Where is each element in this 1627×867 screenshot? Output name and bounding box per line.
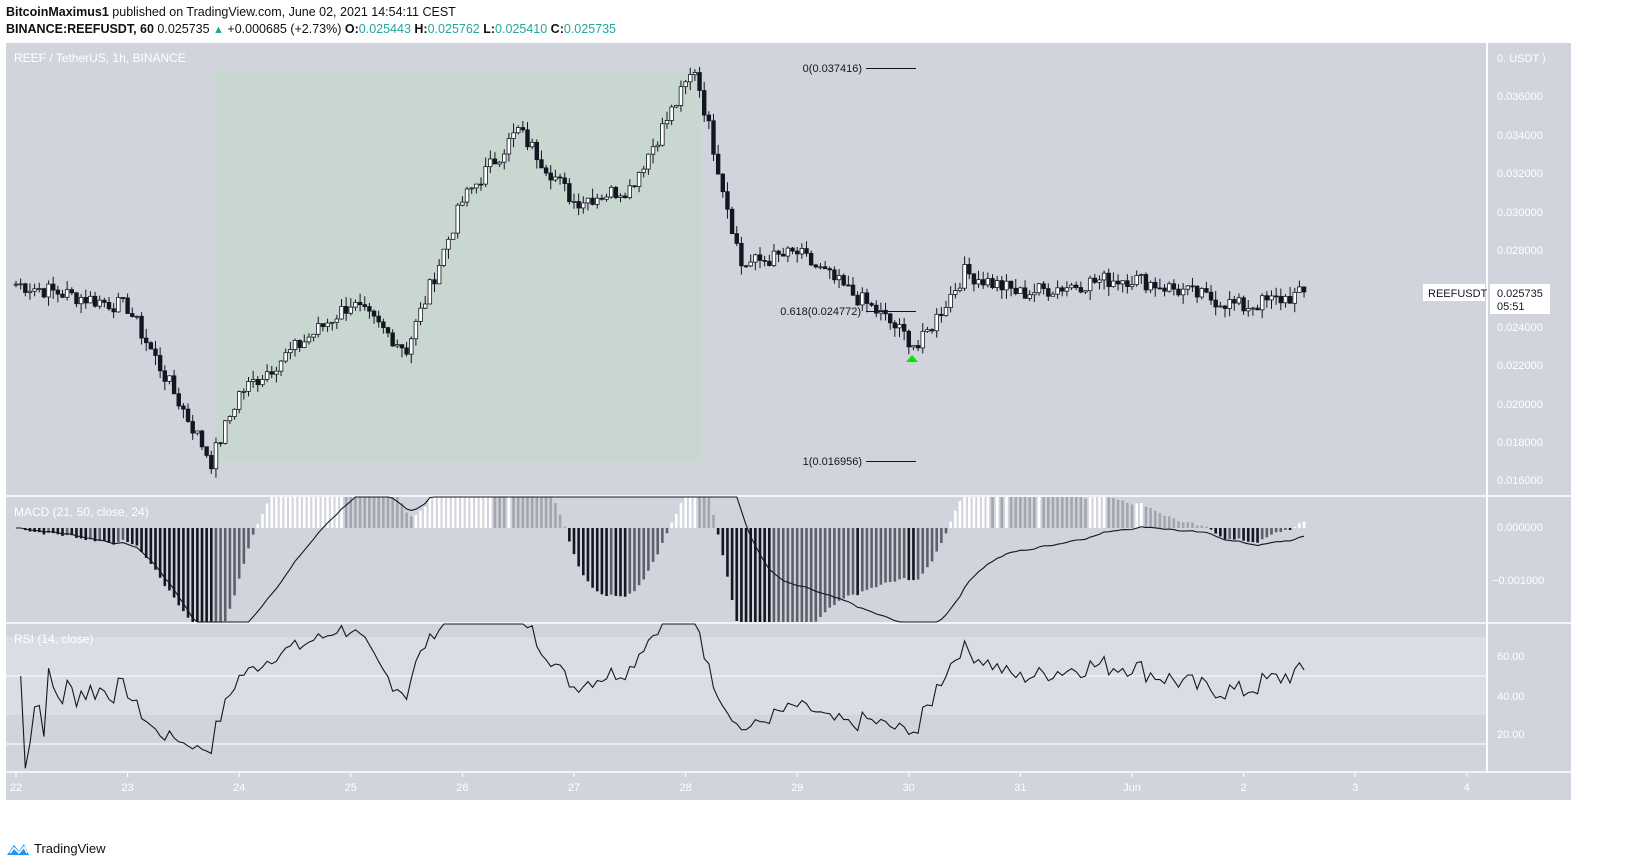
price-axis[interactable] xyxy=(1488,43,1571,800)
time-axis-labels: 22 23 24 25 26 27 28 29 30 31 Jun 2 3 4 xyxy=(10,773,1470,794)
fib-level-0: 0(0.037416) xyxy=(803,63,862,75)
time-label: 3 xyxy=(1352,782,1358,794)
rsi-line xyxy=(20,623,1305,769)
highlight-box[interactable] xyxy=(214,70,701,461)
buy-signal-marker-icon xyxy=(906,355,918,362)
time-axis[interactable] xyxy=(6,773,1571,800)
time-label: 30 xyxy=(903,782,915,794)
time-label: 24 xyxy=(233,782,245,794)
axis-unit[interactable]: 0. USDT ⟩ xyxy=(1497,53,1546,65)
rsi-title: RSI (14, close) xyxy=(14,632,93,646)
close-value: 0.025735 xyxy=(563,22,617,36)
bar-countdown: 05:51 xyxy=(1497,301,1525,313)
low-label: L: xyxy=(483,22,496,36)
chart-canvas[interactable]: 0(0.037416) 0.618(0.024772) 1(0.016956) … xyxy=(0,40,1627,840)
price-label-symbol: REEFUSDT xyxy=(1428,288,1488,300)
brand-name: TradingView xyxy=(34,841,106,856)
last-price-label: REEFUSDT 0.025735 05:51 xyxy=(1423,284,1550,314)
time-label: 4 xyxy=(1464,782,1470,794)
price-tick: 0.034000 xyxy=(1497,130,1543,142)
rsi-tick: 60.00 xyxy=(1497,651,1525,663)
time-label: 28 xyxy=(679,782,691,794)
symbol-info-line: BINANCE:REEFUSDT, 60 0.025735 ▲ +0.00068… xyxy=(6,22,616,36)
published-text: published on TradingView.com, June 02, 2… xyxy=(112,5,456,19)
price-label-value: 0.025735 xyxy=(1497,288,1543,300)
price-tick: 0.028000 xyxy=(1497,245,1543,257)
price-tick: 0.018000 xyxy=(1497,437,1543,449)
time-label: Jun xyxy=(1123,782,1141,794)
time-label: 22 xyxy=(10,782,22,794)
time-label: 23 xyxy=(121,782,133,794)
time-label: 26 xyxy=(456,782,468,794)
symbol-label: BINANCE:REEFUSDT, 60 xyxy=(6,22,154,36)
time-label: 27 xyxy=(568,782,580,794)
price-tick: 0.020000 xyxy=(1497,399,1543,411)
high-label: H: xyxy=(414,22,428,36)
macd-tick: −0.001000 xyxy=(1492,575,1544,587)
rsi-tick: 40.00 xyxy=(1497,691,1525,703)
time-label: 31 xyxy=(1014,782,1026,794)
macd-tick: 0.000000 xyxy=(1497,522,1543,534)
price-tick: 0.036000 xyxy=(1497,91,1543,103)
time-label: 29 xyxy=(791,782,803,794)
macd-line xyxy=(16,496,1305,623)
price-tick: 0.016000 xyxy=(1497,475,1543,487)
author-name[interactable]: BitcoinMaximus1 xyxy=(6,5,109,19)
fib-level-0618: 0.618(0.024772) xyxy=(780,306,861,318)
macd-histogram xyxy=(14,497,1306,622)
open-value: 0.025443 xyxy=(358,22,411,36)
low-value: 0.025410 xyxy=(495,22,548,36)
tradingview-logo-icon xyxy=(7,843,29,855)
macd-title: MACD (21, 50, close, 24) xyxy=(14,505,149,519)
candles xyxy=(13,66,1307,478)
price-change: +0.000685 (+2.73%) xyxy=(227,22,342,36)
publish-info: BitcoinMaximus1 published on TradingView… xyxy=(6,5,456,19)
price-tick: 0.024000 xyxy=(1497,322,1543,334)
price-axis-ticks: 0. USDT ⟩ 0.036000 0.034000 0.032000 0.0… xyxy=(1492,53,1546,741)
time-label: 25 xyxy=(345,782,357,794)
up-arrow-icon: ▲ xyxy=(213,24,224,36)
footer-brand[interactable]: TradingView xyxy=(6,841,106,856)
open-label: O: xyxy=(344,22,359,36)
time-label: 2 xyxy=(1241,782,1247,794)
fibonacci-retracement[interactable]: 0(0.037416) 0.618(0.024772) 1(0.016956) xyxy=(780,63,916,468)
close-label: C: xyxy=(550,22,564,36)
price-tick: 0.022000 xyxy=(1497,360,1543,372)
fib-level-1: 1(0.016956) xyxy=(803,456,862,468)
last-price: 0.025735 xyxy=(157,22,210,36)
main-pane-title: REEF / TetherUS, 1h, BINANCE xyxy=(14,51,186,65)
rsi-tick: 20.00 xyxy=(1497,729,1525,741)
price-tick: 0.032000 xyxy=(1497,168,1543,180)
high-value: 0.025762 xyxy=(427,22,480,36)
price-tick: 0.030000 xyxy=(1497,207,1543,219)
